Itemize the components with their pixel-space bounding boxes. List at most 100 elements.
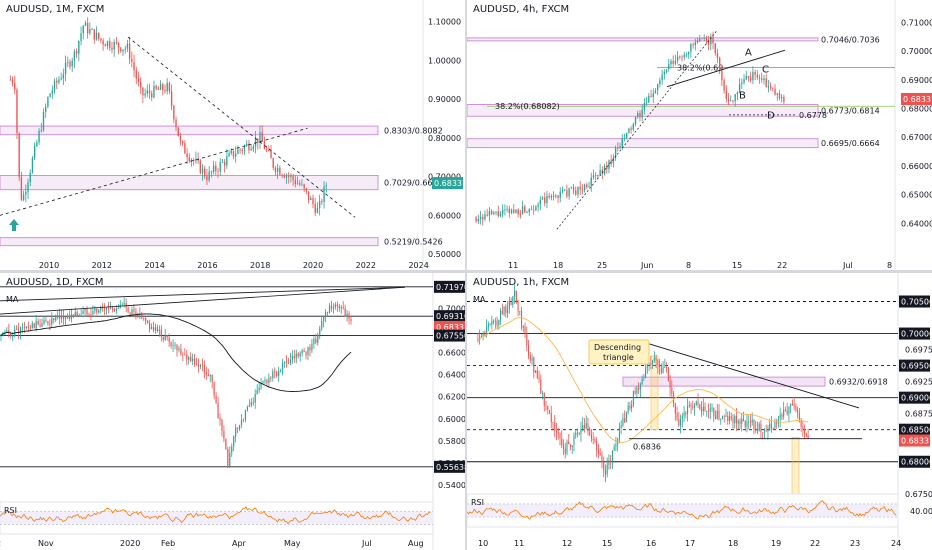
candle [662,367,664,373]
candle [205,372,207,375]
vertical-divider[interactable] [465,0,467,550]
candle [292,175,294,180]
candle [178,348,180,351]
chart-panel-4h[interactable]: AUDUSD, 4h, FXCM 0.71000 0.70000 0.69000 0.6… [467,0,932,270]
candle [246,143,248,147]
candle [137,313,139,318]
zone-label: 0.6932/0.6918 [829,378,888,387]
candle [280,370,282,372]
candle [317,334,319,343]
candle [221,161,224,163]
candle [772,427,774,429]
indicator-label: MA [473,295,486,304]
candle [342,307,344,309]
candle [43,319,45,324]
candle [725,90,728,99]
candle [544,197,546,204]
chart-panel-monthly[interactable]: AUDUSD, 1M, FXCM 1.10000 1.00000 0.90000 0.8… [0,0,465,270]
candle [146,90,148,94]
candle [47,321,49,324]
candle [650,363,652,365]
candle [482,216,484,220]
candle [683,412,685,417]
candle [113,309,116,311]
candle [697,401,699,405]
wave-point-label: B [739,90,746,101]
candle [774,421,776,429]
candle [723,80,725,91]
candle [603,461,605,470]
candle [710,36,712,45]
candle [133,62,135,71]
candle [68,315,71,319]
candle [532,209,535,211]
monthly-chart[interactable]: AUDUSD, 1M, FXCM 1.10000 1.00000 0.90000 0.8… [0,0,465,270]
candle [539,199,542,205]
candle [608,160,610,170]
x-tick: 15 [602,539,612,548]
candle [798,412,800,420]
candle [696,40,699,43]
candle [685,412,687,414]
candle [88,314,90,316]
horizontal-divider[interactable] [0,270,932,273]
candle [521,206,524,215]
candle [153,85,155,98]
candle [346,313,348,317]
candle [650,95,652,97]
candle [92,311,94,315]
zone-label: 0.7046/0.7036 [821,35,880,44]
candle [340,307,342,309]
candle [86,309,88,315]
candle [98,310,100,313]
candle [480,336,482,337]
zone-label: 0.6695/0.6664 [821,139,880,148]
candle [573,435,575,446]
candle [701,38,703,40]
candle [571,445,573,447]
candle [612,157,615,164]
candle [91,29,93,30]
wave-point-label: C [762,65,769,76]
candle [39,324,41,327]
candle [667,367,669,381]
candle [106,41,109,47]
candle [498,319,500,326]
candle [243,146,246,151]
y-tick: 0.64000 [901,219,932,228]
candle [208,171,210,181]
candle [23,327,26,329]
candle [321,200,323,202]
candle [723,416,725,417]
candle [652,93,654,97]
candle [154,327,157,331]
candle [157,88,160,90]
candle [594,175,597,176]
candle [536,370,538,378]
candle [299,353,301,357]
4h-chart[interactable]: AUDUSD, 4h, FXCM 0.71000 0.70000 0.69000 0.6… [467,0,932,270]
candle [780,96,783,99]
candle [491,320,493,325]
daily-chart[interactable]: AUDUSD, 1D, FXCMMA0.700000.680000.660000… [0,273,465,550]
x-tick: 2018 [250,261,270,270]
candle [615,444,617,447]
candle [700,409,703,412]
candle [548,410,551,414]
chart-panel-daily[interactable]: AUDUSD, 1D, FXCMMA0.700000.680000.660000… [0,273,465,550]
candle [610,160,612,164]
x-tick: 2020 [120,539,140,548]
y-tick: 0.69000 [901,76,932,85]
candle [533,357,535,373]
candle [120,47,122,52]
candle [133,309,135,312]
candle [328,305,331,313]
candle [557,195,559,198]
candle [221,419,223,432]
candle [732,418,734,424]
candle [313,338,315,345]
